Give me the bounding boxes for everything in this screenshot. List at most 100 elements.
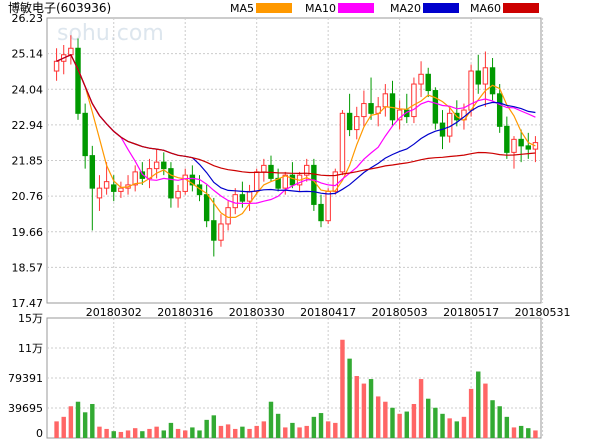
volume-bar <box>240 426 245 438</box>
volume-bar <box>118 431 124 438</box>
candle <box>496 84 503 133</box>
date-x-tick-label: 20180417 <box>300 306 356 319</box>
candle-body <box>89 155 96 189</box>
price-y-tick-label: 17.47 <box>12 297 44 310</box>
date-x-tick-label: 20180517 <box>443 306 499 319</box>
legend-label-ma20: MA20 <box>390 2 421 15</box>
volume-y-tick-label: 11万 <box>18 342 43 355</box>
volume-bar <box>283 427 288 438</box>
candle-body <box>418 73 424 85</box>
volume-bar <box>211 415 217 438</box>
date-x-tick-label: 20180503 <box>372 306 428 319</box>
candle-body <box>82 112 88 157</box>
volume-bar <box>197 430 202 438</box>
candle <box>211 197 217 257</box>
candle-body <box>496 93 503 127</box>
candle-body <box>425 73 431 92</box>
price-y-tick-label: 19.66 <box>12 226 44 239</box>
volume-bar <box>325 421 331 438</box>
candle-body <box>354 116 360 131</box>
candle-body <box>218 223 224 241</box>
candle-body <box>182 174 188 192</box>
candle-body <box>368 103 374 114</box>
candle <box>475 54 481 94</box>
volume-bar <box>397 413 402 438</box>
candle <box>425 67 431 98</box>
price-y-ticks: 26.23 25.14 24.04 22.94 21.85 20.76 19.66 18.57… <box>12 12 44 310</box>
volume-bar <box>418 379 424 438</box>
volume-bar <box>426 398 431 438</box>
date-x-tick-label: 20180302 <box>86 306 142 319</box>
candle-body <box>411 83 417 118</box>
candle <box>432 87 439 130</box>
price-y-tick-label: 22.94 <box>12 119 44 132</box>
candle-body <box>482 67 489 85</box>
volume-bar <box>476 371 481 438</box>
candle-body <box>246 190 253 202</box>
candle <box>82 103 88 169</box>
candle-body <box>96 187 103 199</box>
legend-label-ma60: MA60 <box>470 2 501 15</box>
legend-swatch-ma5 <box>256 3 292 13</box>
volume-y-tick-label: 39695 <box>8 402 43 415</box>
ma-line-ma10 <box>56 54 536 204</box>
candle-body <box>211 220 217 241</box>
candle <box>368 77 374 120</box>
volume-panel-frame <box>46 317 542 439</box>
volume-bar <box>147 428 152 438</box>
price-y-tick-label: 25.14 <box>12 48 44 61</box>
volume-bar <box>254 425 259 438</box>
candle-body <box>396 109 403 121</box>
volume-bar <box>97 426 102 438</box>
volume-y-tick-label: 0 <box>36 427 43 440</box>
candle-body <box>75 47 81 114</box>
volume-bar <box>268 401 274 438</box>
stock-title: 博敏电子(603936) <box>8 0 111 15</box>
volume-y-ticks: 15万 11万 79391 39695 0 <box>8 312 43 440</box>
candle <box>389 80 396 127</box>
volume-bar <box>411 403 417 438</box>
candle <box>339 110 346 176</box>
candle <box>75 38 81 120</box>
candle <box>132 165 138 192</box>
moving-average-lines <box>56 54 536 218</box>
candle-body <box>168 168 174 199</box>
volume-bar <box>204 419 209 438</box>
volume-bar <box>154 426 159 438</box>
candle <box>411 77 417 124</box>
legend-swatch-ma20 <box>423 3 459 13</box>
volume-bar <box>161 430 166 438</box>
candle-body <box>511 138 517 153</box>
volume-bar <box>433 407 438 438</box>
candle <box>289 162 296 189</box>
candle-body <box>139 171 146 179</box>
volume-bar <box>533 430 538 438</box>
candle-body <box>189 174 196 186</box>
volume-bar <box>290 422 295 438</box>
volume-bar <box>54 421 59 438</box>
candle-body <box>532 142 539 150</box>
price-y-tick-label: 24.04 <box>12 83 44 96</box>
volume-bar <box>168 422 174 438</box>
legend-swatch-ma60 <box>503 3 539 13</box>
volume-bars <box>54 339 538 438</box>
volume-y-tick-label: 79391 <box>8 372 43 385</box>
volume-bar <box>447 418 452 438</box>
candle-body <box>525 145 531 150</box>
candle <box>125 175 131 195</box>
volume-bar <box>361 383 367 438</box>
volume-bar <box>390 407 395 438</box>
candle <box>525 132 531 159</box>
candle-body <box>232 194 238 209</box>
candle-body <box>103 181 110 189</box>
candle-body <box>282 174 288 189</box>
volume-bar <box>140 431 145 438</box>
candle-body <box>339 112 346 173</box>
candle-body <box>332 171 339 192</box>
volume-bar <box>340 339 345 438</box>
volume-bar <box>247 428 252 438</box>
volume-bar <box>275 413 281 438</box>
volume-bar <box>261 421 267 438</box>
volume-bar <box>75 401 81 438</box>
